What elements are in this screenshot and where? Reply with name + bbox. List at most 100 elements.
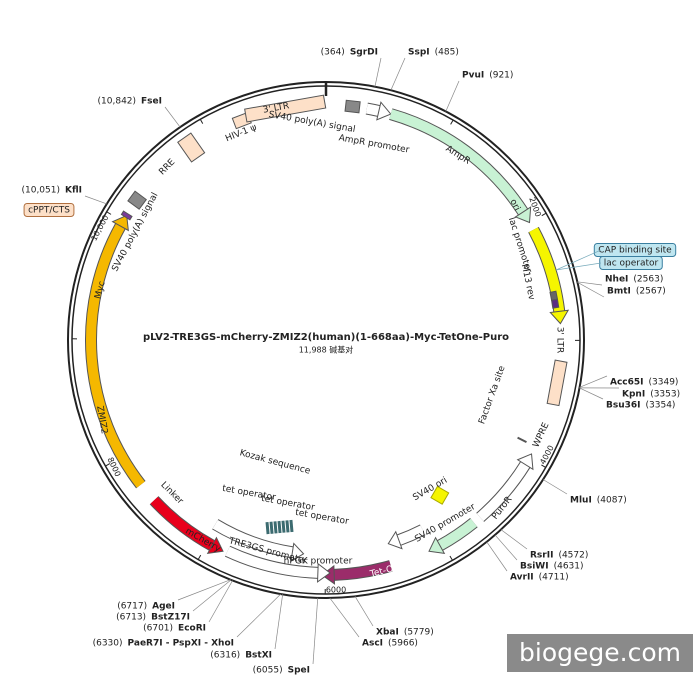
site-name: AgeI	[152, 602, 175, 612]
feature-label-group: ori	[507, 198, 521, 213]
site-leader	[486, 541, 508, 572]
feature-label: SV40 poly(A) signal	[268, 110, 356, 135]
site-name: EcoRI	[178, 624, 206, 634]
site-position: (10,051)	[21, 186, 60, 196]
site-leader	[354, 596, 374, 627]
site-name: FseI	[141, 97, 162, 107]
site-leader	[577, 282, 605, 298]
feature-label: RRE	[157, 157, 177, 177]
feature-box	[549, 290, 559, 301]
site-leader	[390, 57, 406, 91]
feature-box	[244, 94, 327, 123]
site-name: MluI	[570, 496, 592, 506]
feature-box	[273, 521, 278, 534]
feature-arrowhead	[387, 530, 403, 550]
site-position: (4631)	[554, 562, 584, 572]
feature-box	[430, 485, 450, 505]
feature-label: cPPT/CTS	[28, 206, 70, 216]
site-position: (485)	[435, 48, 459, 58]
site-position: (6055)	[253, 666, 283, 676]
feature-arrowhead	[428, 536, 446, 555]
feature-label: CAP binding site	[598, 246, 672, 256]
site-position: (364)	[321, 48, 345, 58]
site-position: (6316)	[210, 651, 240, 661]
feature-outline	[389, 108, 529, 216]
leader-line	[555, 249, 602, 271]
site-leader	[577, 281, 603, 286]
plasmid-length: 11,988 碱基对	[299, 345, 354, 355]
site-position: (6717)	[117, 602, 147, 612]
site-leader	[374, 57, 382, 87]
site-name: XbaI	[376, 628, 399, 638]
feature-band	[225, 546, 319, 578]
feature-arrowhead	[111, 214, 129, 232]
site-name: SspI	[408, 48, 430, 58]
feature-label-group: hPGK promoter	[284, 557, 353, 567]
feature-arrowhead	[317, 562, 331, 583]
feature-label-group: Tet-On 3G	[368, 559, 415, 580]
feature-mark	[517, 436, 527, 444]
site-name: BstZ17I	[151, 613, 190, 623]
feature-label-group: cPPT/CTS	[23, 203, 75, 217]
site-position: (5779)	[404, 628, 434, 638]
leader-line	[555, 262, 602, 271]
feature-arrowhead	[290, 542, 305, 563]
feature-label: M13 rev	[519, 263, 536, 301]
feature-box	[550, 298, 560, 309]
site-name: AscI	[362, 639, 383, 649]
site-leader	[542, 479, 568, 495]
scale-tick	[541, 464, 546, 468]
feature-arrowhead	[514, 206, 532, 224]
feature-label-group: 3' LTR	[555, 327, 565, 354]
site-position: (4087)	[597, 496, 627, 506]
feature-label-group: M13 rev	[519, 263, 536, 301]
feature-label: AmpR promoter	[338, 133, 410, 155]
scale-tick	[197, 554, 202, 560]
feature-box	[177, 132, 206, 163]
site-position: (3349)	[649, 378, 679, 388]
site-leader	[579, 387, 604, 400]
feature-label: tet operator	[221, 484, 276, 503]
feature-box	[289, 519, 294, 533]
site-name: SpeI	[288, 666, 310, 676]
feature-arrowhead	[516, 453, 534, 471]
feature-band	[212, 519, 294, 558]
feature-box	[285, 520, 290, 533]
site-position: (6701)	[143, 624, 173, 634]
scale-label: 6000	[326, 586, 346, 595]
site-position: (4711)	[539, 573, 569, 583]
plasmid-title: pLV2-TRE3GS-mCherry-ZMIZ2(human)(1-668aa…	[143, 332, 509, 343]
site-name: Acc65I	[610, 378, 644, 388]
site-leader	[494, 534, 518, 561]
feature-label-group: lac operator	[599, 256, 663, 270]
feature-label-group: tet operator	[294, 508, 349, 527]
feature-label: lac operator	[604, 259, 659, 269]
site-leader	[329, 597, 360, 638]
feature-label-group: Factor Xa site	[477, 364, 507, 425]
site-position: (4572)	[558, 551, 588, 561]
site-leader	[164, 106, 181, 128]
feature-label: Tet-On 3G	[368, 559, 415, 580]
site-position: (6713)	[116, 613, 146, 623]
feature-label: tet operator	[294, 508, 349, 527]
feature-label-group: RRE	[157, 157, 177, 177]
feature-label-group: AmpR promoter	[338, 133, 410, 155]
site-name: PaeR7I - PspXI - XhoI	[128, 639, 234, 649]
site-name: SgrDI	[350, 48, 378, 58]
site-leader	[579, 375, 608, 388]
feature-box	[546, 359, 568, 407]
feature-label-group: 3' LTR	[262, 101, 290, 115]
feature-band	[86, 223, 145, 488]
feature-label: Kozak sequence	[238, 448, 311, 477]
watermark-box	[507, 634, 693, 672]
site-name: AvrII	[510, 573, 534, 583]
feature-arrowhead	[206, 536, 224, 555]
watermark: biogege.com	[519, 638, 681, 667]
feature-box	[127, 190, 147, 210]
site-leader	[177, 579, 231, 601]
site-leader	[84, 195, 107, 205]
scale-tick	[105, 463, 111, 467]
feature-box	[265, 521, 270, 535]
scale-tick	[541, 212, 547, 217]
